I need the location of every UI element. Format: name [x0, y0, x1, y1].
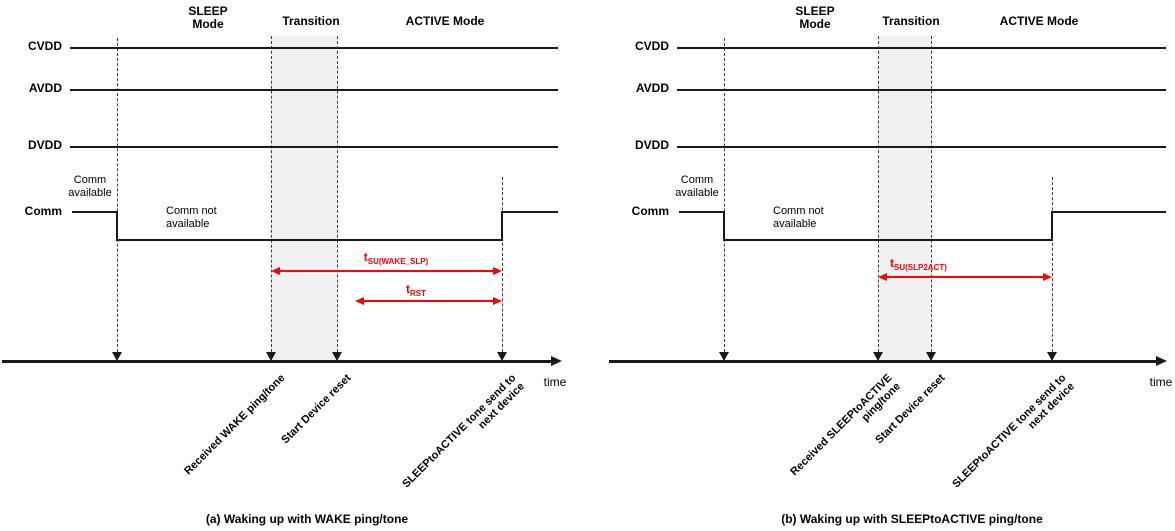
timing-arrowhead-left-icon — [878, 273, 887, 281]
event-marker-icon — [1047, 352, 1057, 361]
time-axis — [609, 360, 1157, 363]
event-line-comm-restored — [1052, 177, 1053, 362]
event-marker-icon — [926, 352, 936, 361]
rail-label-avdd: AVDD — [635, 81, 669, 95]
event-line-transition-end — [931, 36, 932, 362]
event-marker-icon — [719, 352, 729, 361]
time-axis-label: time — [543, 375, 567, 389]
comm-high-segment-2 — [1052, 211, 1166, 213]
timing-arrow-rst — [355, 296, 502, 306]
timing-arrow-line — [363, 300, 494, 302]
event-marker-icon — [497, 352, 507, 361]
mode-header-sleep-line2: Mode — [799, 17, 831, 31]
axis-arrowhead-icon — [1156, 356, 1167, 366]
timing-arrowhead-right-icon — [493, 297, 502, 305]
comm-available-line1: Comm — [680, 174, 714, 186]
comm-available-line1: Comm — [73, 174, 107, 186]
event-line-transition-end — [337, 36, 338, 362]
event-line-transition-start — [271, 36, 272, 362]
comm-high-segment — [679, 211, 725, 213]
panel-caption: (b) Waking up with SLEEPtoACTIVE ping/to… — [781, 512, 1043, 526]
timing-arrow-line — [279, 270, 494, 272]
timing-arrowhead-left-icon — [355, 297, 364, 305]
timing-subscript: SU(SLP2ACT) — [894, 263, 947, 272]
event-label-line: Start Device reset — [873, 372, 948, 447]
rail-line-avdd — [70, 89, 558, 91]
timing-subscript: RST — [410, 289, 426, 298]
rail-label-cvdd: CVDD — [634, 39, 669, 53]
mode-header-sleep-line2: Mode — [192, 17, 224, 31]
comm-rise-edge — [501, 211, 503, 241]
event-marker-icon — [332, 352, 342, 361]
timing-subscript: SU(WAKE_SLP) — [367, 257, 429, 266]
comm-not-available-note: Comm not available — [166, 205, 251, 231]
timing-arrowhead-right-icon — [493, 267, 502, 275]
comm-fall-edge — [723, 211, 725, 241]
comm-low-segment — [117, 239, 503, 241]
mode-header-sleep-line1: SLEEP — [188, 4, 228, 18]
rail-line-avdd — [677, 89, 1166, 91]
mode-header-sleep: SLEEP Mode — [158, 5, 258, 31]
event-line-comm-restored — [502, 177, 503, 362]
timing-symbol: t — [890, 256, 894, 270]
event-line-comm-unavailable — [724, 38, 725, 362]
timing-arrow-line — [886, 276, 1044, 278]
event-label-device-reset: Start Device reset — [769, 372, 947, 531]
comm-not-available-line2: available — [773, 218, 817, 230]
timing-arrow-su-slp2act — [878, 272, 1052, 282]
comm-rail-label: Comm — [24, 204, 62, 218]
mode-header-transition: Transition — [882, 14, 940, 28]
timing-label-rst: tRST — [316, 282, 516, 298]
event-marker-icon — [112, 352, 122, 361]
comm-available-note: Comm available — [64, 174, 116, 200]
comm-available-line2: available — [68, 187, 112, 199]
timing-arrowhead-right-icon — [1043, 273, 1052, 281]
rail-line-dvdd — [70, 146, 558, 148]
rail-line-cvdd — [70, 47, 558, 49]
mode-header-active: ACTIVE Mode — [405, 14, 485, 28]
comm-available-line2: available — [675, 187, 719, 199]
comm-not-available-line1: Comm not — [773, 205, 824, 217]
timing-label-su-slp2act: tSU(SLP2ACT) — [890, 256, 947, 272]
comm-not-available-note: Comm not available — [773, 205, 858, 231]
rail-line-dvdd — [677, 146, 1166, 148]
rail-label-dvdd: DVDD — [27, 138, 62, 152]
rail-label-avdd: AVDD — [28, 81, 62, 95]
timing-label-su-wake-slp: tSU(WAKE_SLP) — [296, 250, 496, 266]
comm-rise-edge — [1051, 211, 1053, 241]
comm-fall-edge — [116, 211, 118, 241]
comm-not-available-line1: Comm not — [166, 205, 217, 217]
comm-high-segment — [72, 211, 118, 213]
comm-not-available-line2: available — [166, 218, 210, 230]
time-axis — [2, 360, 552, 363]
rail-line-cvdd — [677, 47, 1166, 49]
comm-available-note: Comm available — [671, 174, 723, 200]
rail-label-dvdd: DVDD — [634, 138, 669, 152]
timing-symbol: t — [363, 250, 368, 264]
rail-label-cvdd: CVDD — [27, 39, 62, 53]
comm-rail-label: Comm — [631, 204, 669, 218]
mode-header-transition: Transition — [282, 14, 340, 28]
axis-arrowhead-icon — [551, 356, 562, 366]
mode-header-active: ACTIVE Mode — [999, 14, 1079, 28]
mode-header-sleep-line1: SLEEP — [795, 4, 835, 18]
timing-arrow-su-wake-slp — [271, 266, 502, 276]
event-marker-icon — [873, 352, 883, 361]
transition-band — [879, 36, 931, 362]
event-line-transition-start — [878, 36, 879, 362]
event-line-comm-unavailable — [117, 38, 118, 362]
timing-symbol: t — [406, 282, 410, 296]
mode-header-sleep: SLEEP Mode — [765, 5, 865, 31]
timing-arrowhead-left-icon — [271, 267, 280, 275]
time-axis-label: time — [1149, 375, 1173, 389]
comm-high-segment-2 — [502, 211, 558, 213]
comm-low-segment — [724, 239, 1053, 241]
panel-caption: (a) Waking up with WAKE ping/tone — [205, 512, 409, 526]
event-marker-icon — [266, 352, 276, 361]
